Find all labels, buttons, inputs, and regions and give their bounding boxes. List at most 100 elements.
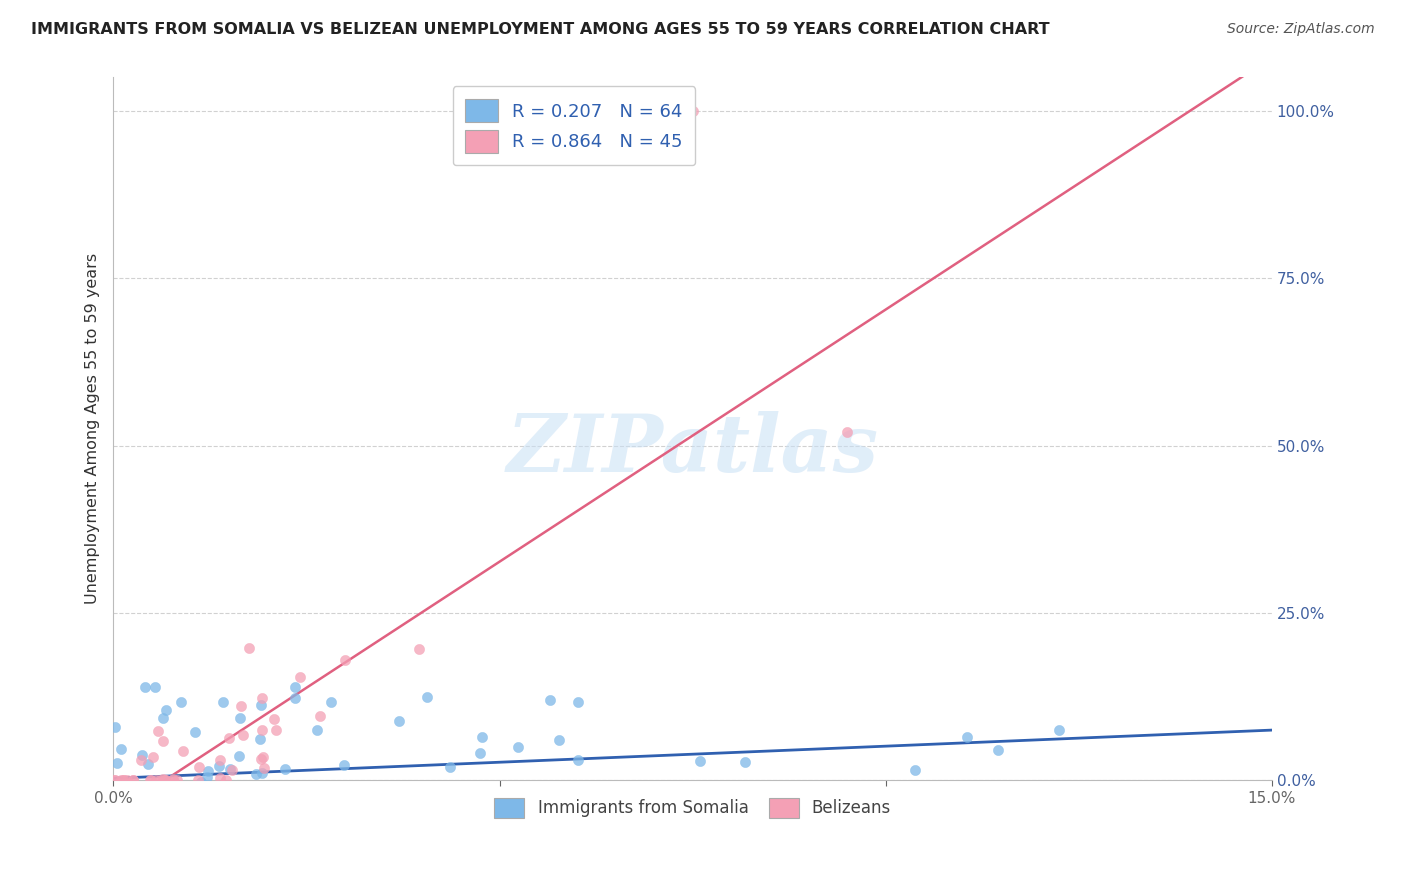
Point <box>284 691 307 706</box>
Point <box>112 773 135 788</box>
Point <box>110 741 132 756</box>
Point <box>104 773 127 788</box>
Point <box>506 739 529 754</box>
Text: ZIPatlas: ZIPatlas <box>506 411 879 489</box>
Point <box>153 773 176 788</box>
Point <box>253 761 276 775</box>
Point <box>294 787 316 801</box>
Point <box>408 641 430 656</box>
Point <box>105 756 128 771</box>
Point <box>238 640 260 655</box>
Point <box>249 731 271 746</box>
Point <box>468 746 491 760</box>
Point <box>250 752 273 766</box>
Point <box>115 773 138 788</box>
Point <box>264 723 287 738</box>
Point <box>245 767 267 781</box>
Point <box>250 787 273 801</box>
Point <box>319 695 342 709</box>
Point <box>197 764 219 778</box>
Point <box>904 763 927 777</box>
Point <box>837 425 859 440</box>
Point <box>1047 723 1070 738</box>
Point <box>288 670 311 684</box>
Point <box>682 103 704 118</box>
Point <box>307 723 329 738</box>
Point <box>153 773 176 788</box>
Point <box>207 787 229 801</box>
Point <box>111 773 134 788</box>
Point <box>274 762 297 776</box>
Point <box>249 698 271 712</box>
Point <box>388 714 411 729</box>
Point <box>155 703 177 717</box>
Point <box>278 787 301 801</box>
Point <box>538 693 561 707</box>
Point <box>689 754 711 768</box>
Point <box>143 680 166 694</box>
Point <box>333 653 356 667</box>
Point <box>219 762 242 776</box>
Point <box>122 773 145 788</box>
Point <box>212 695 235 709</box>
Point <box>263 712 285 726</box>
Point <box>187 773 209 788</box>
Point <box>103 773 125 788</box>
Point <box>956 730 979 744</box>
Point <box>339 787 361 801</box>
Point <box>145 773 167 788</box>
Point <box>364 787 387 801</box>
Point <box>439 760 461 774</box>
Point <box>155 787 177 801</box>
Point <box>208 772 231 786</box>
Point <box>427 787 450 801</box>
Point <box>232 728 254 742</box>
Point <box>190 787 212 801</box>
Point <box>228 711 250 725</box>
Point <box>567 753 589 767</box>
Point <box>157 787 180 801</box>
Point <box>184 725 207 739</box>
Point <box>183 787 205 801</box>
Point <box>326 787 349 801</box>
Point <box>129 753 152 767</box>
Point <box>162 772 184 787</box>
Point <box>228 749 250 764</box>
Point <box>987 743 1010 757</box>
Point <box>128 787 150 801</box>
Point <box>250 765 273 780</box>
Point <box>134 680 156 694</box>
Point <box>221 763 243 777</box>
Point <box>229 698 252 713</box>
Point <box>567 694 589 708</box>
Point <box>188 760 211 774</box>
Point <box>166 773 188 788</box>
Point <box>170 695 193 709</box>
Point <box>139 773 162 788</box>
Point <box>136 757 159 772</box>
Point <box>218 731 240 746</box>
Point <box>155 773 177 788</box>
Point <box>149 773 172 788</box>
Text: IMMIGRANTS FROM SOMALIA VS BELIZEAN UNEMPLOYMENT AMONG AGES 55 TO 59 YEARS CORRE: IMMIGRANTS FROM SOMALIA VS BELIZEAN UNEM… <box>31 22 1049 37</box>
Point <box>146 724 169 739</box>
Point <box>734 755 756 769</box>
Point <box>250 691 273 706</box>
Point <box>208 759 231 773</box>
Point <box>118 787 141 801</box>
Point <box>125 787 148 801</box>
Point <box>139 773 162 788</box>
Point <box>110 773 132 788</box>
Point <box>169 787 191 801</box>
Point <box>190 775 212 789</box>
Point <box>208 753 231 767</box>
Point <box>215 773 238 788</box>
Point <box>416 690 439 705</box>
Point <box>152 734 174 748</box>
Point <box>471 731 494 745</box>
Point <box>309 709 332 723</box>
Y-axis label: Unemployment Among Ages 55 to 59 years: Unemployment Among Ages 55 to 59 years <box>86 253 100 605</box>
Point <box>152 772 174 786</box>
Point <box>122 773 145 788</box>
Point <box>142 750 165 764</box>
